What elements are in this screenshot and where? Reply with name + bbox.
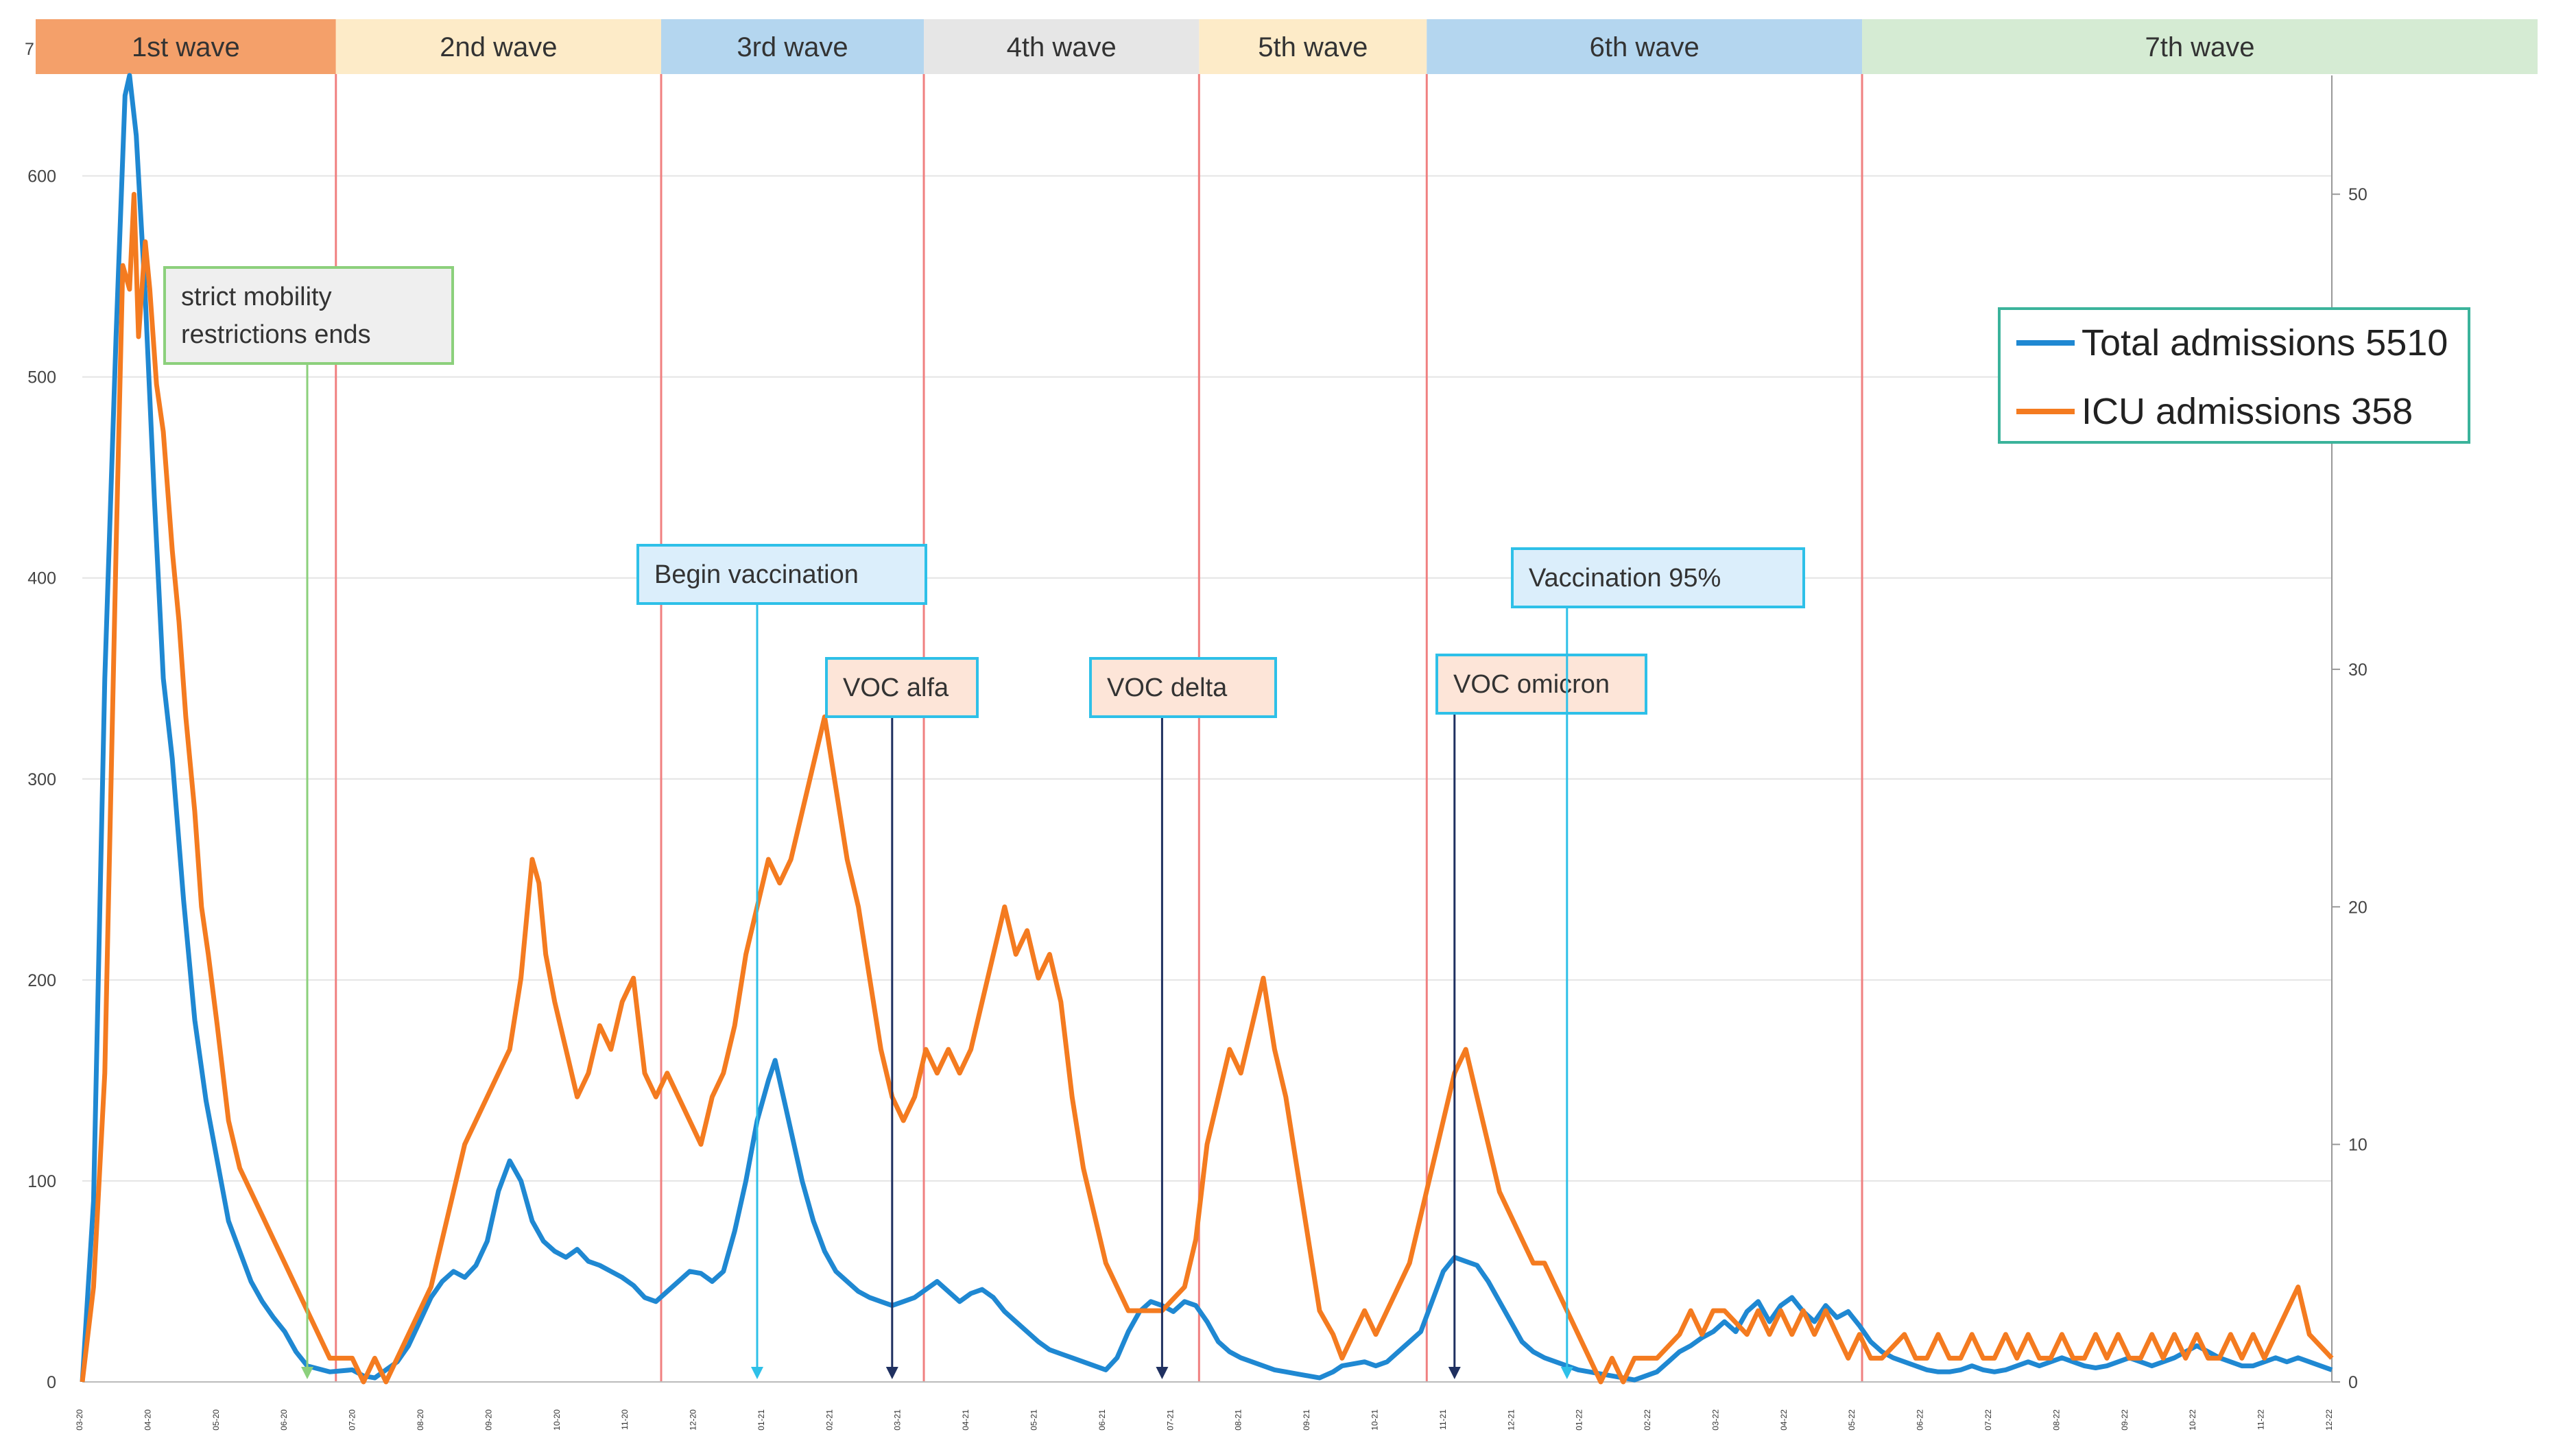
x-date-label: 03-22 <box>1710 1409 1720 1431</box>
left-tick-label: 500 <box>27 368 56 387</box>
x-date-label: 01-22 <box>1575 1409 1584 1431</box>
x-date-label: 12-22 <box>2324 1409 2334 1431</box>
wave-band <box>924 19 1200 74</box>
x-date-label: 05-21 <box>1029 1409 1039 1431</box>
voc-omicron-arrowhead <box>1448 1367 1461 1379</box>
left-tick-label: 200 <box>27 971 56 990</box>
right-axis: 01020304050 <box>2331 75 2368 1392</box>
right-tick-label: 10 <box>2348 1136 2368 1155</box>
vaccination-95-text: Vaccination 95% <box>1529 564 1721 593</box>
legend: Total admissions 5510 ICU admissions 358 <box>1998 307 2470 444</box>
x-date-label: 10-20 <box>552 1409 562 1431</box>
wave-label: 2nd wave <box>440 32 557 62</box>
x-date-label: 11-20 <box>620 1409 630 1430</box>
x-axis: 03-20 04-20 05-20 06-20 07-20 08-20 09-20 10-20… <box>75 1381 2334 1431</box>
x-date-label: 08-21 <box>1234 1409 1243 1431</box>
vaccination-95-box <box>1511 547 1805 608</box>
legend-entry: ICU admissions 358 <box>2082 391 2413 432</box>
wave-boundary-lines <box>335 74 1863 1382</box>
total-admissions-line <box>80 73 2333 1383</box>
right-tick-label: 50 <box>2348 185 2368 204</box>
strict-mobility-arrowhead <box>301 1367 313 1379</box>
begin-vaccination-text: Begin vaccination <box>654 560 859 589</box>
x-date-label: 06-21 <box>1097 1409 1107 1431</box>
x-date-label: 10-21 <box>1370 1409 1379 1431</box>
wave-band <box>36 19 336 74</box>
left-tick-label: 100 <box>27 1172 56 1191</box>
icu-admissions-line <box>80 191 2334 1385</box>
x-date-label: 03-20 <box>75 1409 84 1431</box>
x-date-label: 02-21 <box>824 1409 834 1431</box>
right-tick-label: 30 <box>2348 660 2368 680</box>
voc-alfa-arrowhead <box>885 1367 898 1379</box>
left-tick-label: 400 <box>27 569 56 588</box>
x-date-label: 02-22 <box>1643 1409 1652 1431</box>
x-date-label: 04-20 <box>143 1409 152 1431</box>
voc-omicron-text: VOC omicron <box>1453 670 1610 699</box>
x-date-label: 05-22 <box>1847 1409 1857 1431</box>
x-date-label: 08-20 <box>416 1409 425 1431</box>
wave-bands: 1st wave 2nd wave 3rd wave 4th wave 5th wave… <box>36 19 2538 74</box>
x-date-label: 09-21 <box>1302 1409 1311 1431</box>
begin-vaccination-box <box>636 544 927 605</box>
x-date-label: 05-20 <box>211 1409 221 1431</box>
left-tick-label: 300 <box>27 770 56 789</box>
corner-label: 7 <box>25 40 34 59</box>
left-tick-label: 0 <box>47 1373 56 1392</box>
wave-band <box>661 19 925 74</box>
voc-delta-box <box>1089 657 1277 718</box>
x-date-label: 06-22 <box>1916 1409 1925 1431</box>
x-date-label: 07-21 <box>1165 1409 1175 1431</box>
wave-band <box>1427 19 1863 74</box>
wave-label: 3rd wave <box>737 32 848 62</box>
legend-entry: Total admissions 5510 <box>2082 322 2448 363</box>
x-date-label: 11-22 <box>2256 1409 2266 1430</box>
wave-band <box>335 19 661 74</box>
x-date-label: 12-20 <box>689 1409 698 1431</box>
voc-delta-text: VOC delta <box>1107 673 1228 702</box>
x-date-label: 11-21 <box>1438 1409 1448 1430</box>
strict-mobility-text: restrictions ends <box>181 320 371 349</box>
right-tick-label: 20 <box>2348 898 2368 917</box>
right-tick-label: 0 <box>2348 1373 2358 1392</box>
x-date-label: 10-22 <box>2188 1409 2197 1431</box>
x-date-label: 04-21 <box>961 1409 970 1431</box>
series-layer <box>80 73 2334 1385</box>
x-date-label: 08-22 <box>2051 1409 2061 1431</box>
strict-mobility-text: strict mobility <box>181 283 332 311</box>
wave-label: 1st wave <box>132 32 240 62</box>
x-date-label: 03-21 <box>893 1409 903 1431</box>
legend-box <box>1998 307 2470 444</box>
voc-delta-arrowhead <box>1156 1367 1169 1379</box>
strict-mobility-box <box>163 266 454 365</box>
wave-label: 7th wave <box>2145 32 2254 62</box>
vaccination-95-arrowhead <box>1560 1367 1573 1379</box>
voc-alfa-box <box>825 657 979 718</box>
x-date-label: 04-22 <box>1779 1409 1789 1431</box>
wave-band <box>1199 19 1427 74</box>
begin-vaccination-arrowhead <box>751 1367 763 1379</box>
x-date-label: 12-21 <box>1506 1409 1516 1431</box>
x-date-label: 06-20 <box>279 1409 289 1431</box>
x-date-label: 09-20 <box>484 1409 493 1431</box>
wave-label: 5th wave <box>1258 32 1368 62</box>
left-axis: 0 100 200 300 400 500 600 <box>27 167 56 1392</box>
wave-label: 4th wave <box>1007 32 1117 62</box>
voc-alfa-text: VOC alfa <box>843 673 949 702</box>
annotations: strict mobility restrictions ends Begin va… <box>163 266 1805 1379</box>
wave-label: 6th wave <box>1590 32 1700 62</box>
x-date-label: 01-21 <box>756 1409 766 1431</box>
x-date-label: 07-22 <box>1983 1409 1993 1431</box>
left-tick-label: 600 <box>27 167 56 187</box>
wave-band <box>1862 19 2538 74</box>
x-date-label: 07-20 <box>348 1409 357 1431</box>
x-date-label: 09-22 <box>2120 1409 2130 1431</box>
voc-omicron-box <box>1435 654 1647 715</box>
